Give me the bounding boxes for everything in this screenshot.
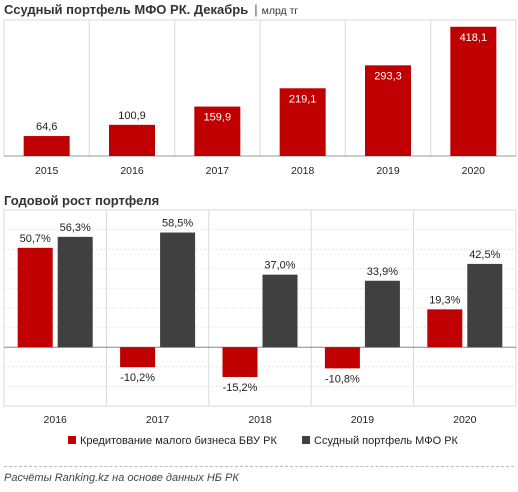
data-label: 64,6 [36,121,57,133]
x-tick-label: 2017 [206,165,230,177]
bottom-chart-title: Годовой рост портфеля [4,193,160,208]
bar-bvu-2017 [120,347,156,368]
data-label: -10,8% [325,373,360,385]
top-chart-title: Ссудный портфель МФО РК. Декабрь | млрд тг [4,2,298,17]
title-separator: | [254,2,258,17]
x-tick-label: 2019 [376,165,400,177]
bar-2018 [279,88,326,156]
data-label: 418,1 [460,32,488,44]
x-tick-label: 2018 [291,165,315,177]
bar-bvu-2020 [427,309,463,348]
legend-label: Ссудный портфель МФО РК [314,435,459,447]
x-tick-label: 2018 [248,414,272,426]
data-label: 293,3 [374,70,402,82]
bar-mfo-2016 [57,236,93,348]
data-label: 33,9% [367,266,398,278]
bar-bvu-2016 [17,247,53,348]
x-tick-label: 2016 [120,165,144,177]
legend-swatch [302,436,310,444]
data-label: 159,9 [204,112,232,124]
x-tick-label: 2020 [462,165,486,177]
top-chart-title-text: Ссудный портфель МФО РК. Декабрь [4,2,249,17]
bar-2015 [23,136,70,156]
bar-2017 [194,106,241,156]
data-label: 19,3% [429,294,460,306]
bar-2019 [365,65,411,156]
legend-swatch [68,436,76,444]
data-label: 219,1 [289,93,317,105]
data-label: 42,5% [469,249,500,261]
bar-mfo-2020 [467,263,503,348]
data-label: -15,2% [223,382,258,394]
data-label: 58,5% [162,218,193,230]
bar-bvu-2019 [324,347,360,369]
x-tick-label: 2019 [351,414,375,426]
x-tick-label: 2016 [44,414,68,426]
bar-mfo-2018 [262,274,298,348]
x-tick-label: 2015 [35,165,59,177]
footer-divider [4,466,514,467]
data-label: 56,3% [60,222,91,234]
data-label: 37,0% [264,260,295,272]
bar-2020 [450,26,497,157]
bar-bvu-2018 [222,347,258,377]
x-tick-label: 2020 [453,414,477,426]
bar-mfo-2019 [364,280,400,348]
data-label: -10,2% [120,372,155,384]
footer-source: Расчёты Ranking.kz на основе данных НБ Р… [4,472,239,484]
bar-mfo-2017 [160,232,196,348]
data-label: 50,7% [20,233,51,245]
x-tick-label: 2017 [146,414,170,426]
top-chart-unit: млрд тг [261,5,299,17]
bar-2016 [109,124,155,156]
data-label: 100,9 [118,110,146,122]
legend-label: Кредитование малого бизнеса БВУ РК [80,435,277,447]
